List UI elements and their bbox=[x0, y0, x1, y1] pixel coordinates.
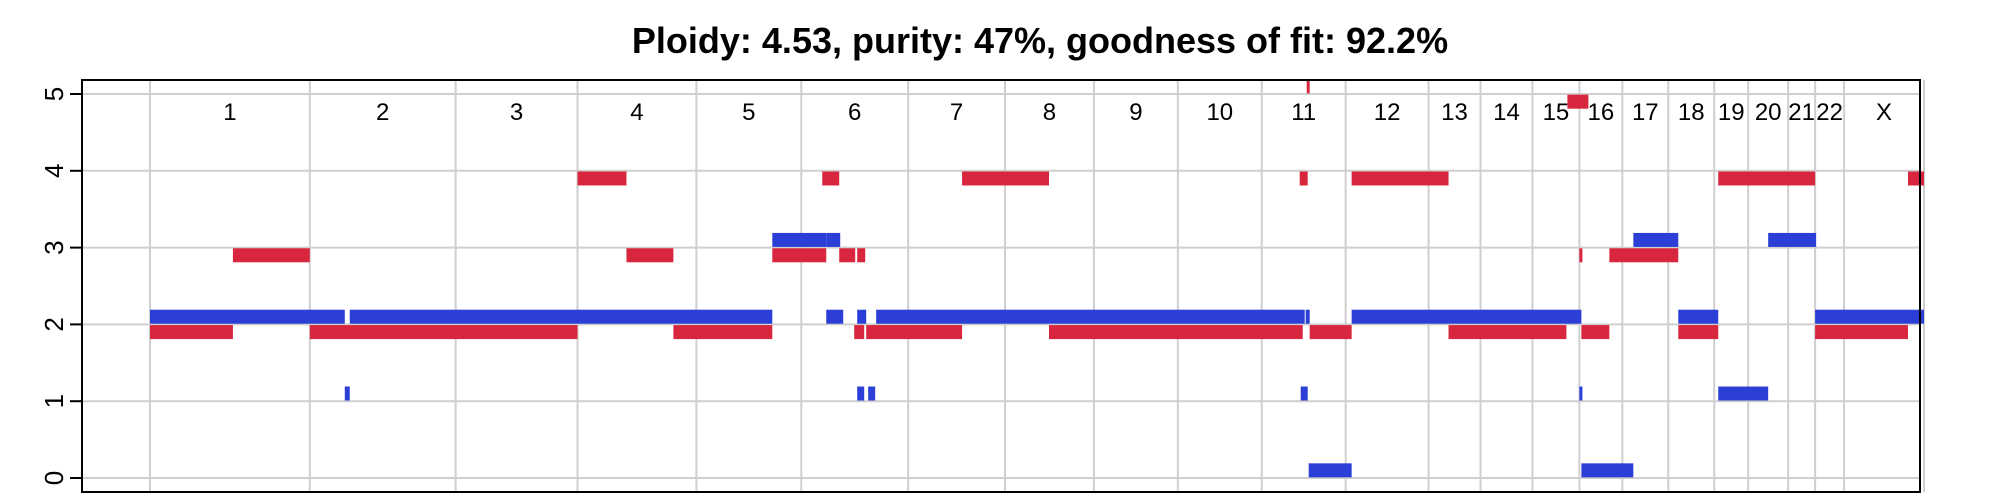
segment-red-24 bbox=[1718, 171, 1816, 186]
segment-blue-20 bbox=[1815, 309, 1924, 324]
segment-blue-8 bbox=[868, 386, 876, 401]
chart-title: Ploidy: 4.53, purity: 47%, goodness of f… bbox=[632, 20, 1448, 61]
segment-red-7 bbox=[822, 171, 840, 186]
chromosome-label-8: 8 bbox=[1043, 99, 1056, 126]
chromosome-label-5: 5 bbox=[742, 99, 755, 126]
segment-red-14 bbox=[1299, 171, 1308, 186]
segment-blue-18 bbox=[1718, 386, 1769, 401]
segment-red-16 bbox=[1309, 325, 1352, 340]
copy-number-segments bbox=[150, 79, 1924, 478]
segment-red-17 bbox=[1351, 171, 1449, 186]
segment-blue-14 bbox=[1579, 386, 1583, 401]
ytick-label-5: 5 bbox=[39, 87, 69, 101]
ytick-label-2: 2 bbox=[39, 317, 69, 331]
chromosome-label-4: 4 bbox=[630, 99, 643, 126]
segment-blue-13 bbox=[1351, 309, 1582, 324]
segment-blue-16 bbox=[1633, 232, 1679, 247]
segment-red-4 bbox=[626, 248, 674, 263]
segment-blue-2 bbox=[344, 386, 350, 401]
segment-red-11 bbox=[866, 325, 963, 340]
segment-red-23 bbox=[1678, 325, 1719, 340]
segment-red-8 bbox=[839, 248, 856, 263]
segment-red-1 bbox=[232, 248, 310, 263]
segment-blue-1 bbox=[349, 309, 773, 324]
chromosome-label-7: 7 bbox=[950, 99, 963, 126]
segment-blue-7 bbox=[857, 386, 865, 401]
chromosome-label-13: 13 bbox=[1441, 99, 1468, 126]
segment-blue-0 bbox=[150, 309, 345, 324]
ytick-label-0: 0 bbox=[39, 471, 69, 485]
segment-red-26 bbox=[1908, 171, 1924, 186]
chromosome-label-X: X bbox=[1876, 99, 1892, 126]
plot-frame bbox=[81, 79, 1921, 493]
chromosome-label-17: 17 bbox=[1632, 99, 1659, 126]
segment-red-6 bbox=[772, 248, 827, 263]
chromosome-label-19: 19 bbox=[1718, 99, 1745, 126]
chromosome-label-9: 9 bbox=[1129, 99, 1142, 126]
chromosome-label-14: 14 bbox=[1493, 99, 1520, 126]
chromosome-label-2: 2 bbox=[376, 99, 389, 126]
chromosome-label-10: 10 bbox=[1206, 99, 1233, 126]
segment-red-15 bbox=[1306, 79, 1310, 94]
segment-blue-17 bbox=[1678, 309, 1719, 324]
segment-red-21 bbox=[1581, 325, 1610, 340]
segment-blue-5 bbox=[826, 309, 844, 324]
segment-red-20 bbox=[1579, 248, 1583, 263]
segment-blue-11 bbox=[1300, 386, 1308, 401]
segment-blue-3 bbox=[772, 232, 827, 247]
y-axis: 0 1 2 3 4 5 bbox=[39, 87, 82, 485]
chromosome-label-20: 20 bbox=[1755, 99, 1782, 126]
segment-red-18 bbox=[1448, 325, 1567, 340]
segment-red-13 bbox=[1048, 325, 1303, 340]
ytick-label-3: 3 bbox=[39, 240, 69, 254]
chromosome-labels: 1 2 3 4 5 6 7 8 9 10 11 12 13 14 15 16 17 18 19 20 21 22 X bbox=[223, 99, 1892, 126]
chromosome-boundaries bbox=[149, 80, 1925, 492]
segment-red-22 bbox=[1609, 248, 1679, 263]
chromosome-label-16: 16 bbox=[1588, 99, 1615, 126]
chromosome-label-11: 11 bbox=[1291, 99, 1316, 126]
segment-red-25 bbox=[1815, 325, 1909, 340]
chromosome-label-12: 12 bbox=[1374, 99, 1401, 126]
chromosome-label-18: 18 bbox=[1678, 99, 1705, 126]
segment-red-12 bbox=[962, 171, 1049, 186]
segment-blue-9 bbox=[876, 309, 1305, 324]
segment-blue-15 bbox=[1581, 463, 1634, 478]
segment-blue-19 bbox=[1768, 232, 1817, 247]
segment-blue-6 bbox=[857, 309, 867, 324]
chromosome-label-15: 15 bbox=[1543, 99, 1570, 126]
segment-blue-12 bbox=[1308, 463, 1352, 478]
chromosome-label-21: 21 bbox=[1788, 99, 1815, 126]
segment-red-9 bbox=[857, 248, 866, 263]
segment-red-5 bbox=[673, 325, 773, 340]
chromosome-label-3: 3 bbox=[510, 99, 523, 126]
horizontal-gridlines bbox=[82, 93, 1920, 479]
chromosome-label-6: 6 bbox=[848, 99, 861, 126]
segment-red-0 bbox=[150, 325, 233, 340]
ytick-label-1: 1 bbox=[39, 394, 69, 408]
segment-red-3 bbox=[577, 171, 627, 186]
ytick-label-4: 4 bbox=[39, 164, 69, 178]
segment-red-2 bbox=[309, 325, 578, 340]
chromosome-label-1: 1 bbox=[223, 99, 236, 126]
segment-red-10 bbox=[854, 325, 865, 340]
segment-blue-4 bbox=[826, 232, 841, 247]
segment-blue-10 bbox=[1305, 309, 1310, 324]
chromosome-label-22: 22 bbox=[1816, 99, 1843, 126]
segment-red-19 bbox=[1567, 94, 1589, 109]
